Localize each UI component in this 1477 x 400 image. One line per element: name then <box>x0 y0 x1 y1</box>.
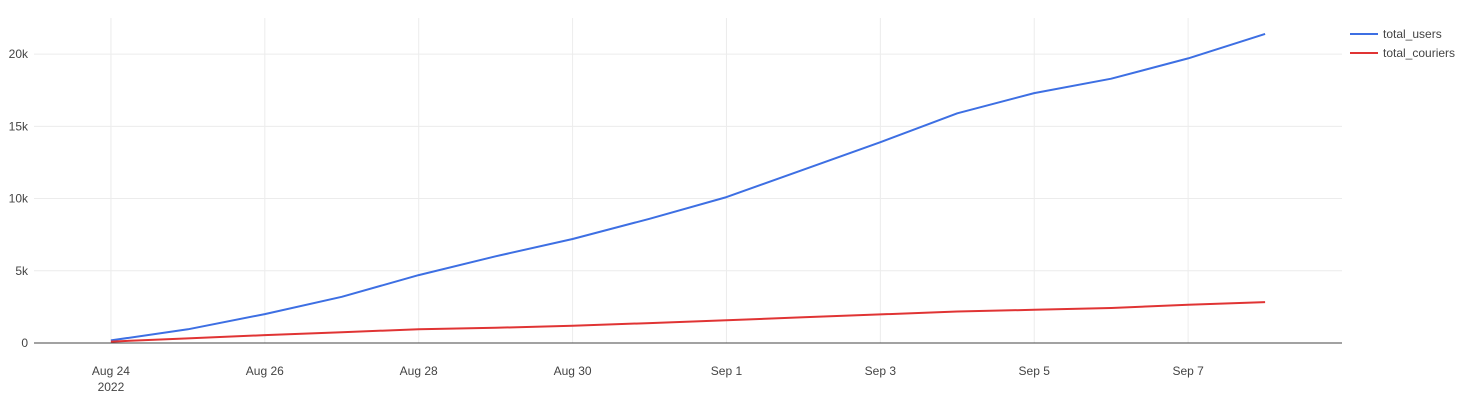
data-point-total_couriers[interactable] <box>955 309 960 314</box>
data-point-total_users[interactable] <box>1186 56 1191 61</box>
series <box>108 31 1268 344</box>
x-tick-label: Aug 24 <box>92 364 130 378</box>
y-tick-label: 10k <box>9 192 29 206</box>
data-point-total_couriers[interactable] <box>1109 306 1114 311</box>
data-point-total_couriers[interactable] <box>339 330 344 335</box>
axes: Aug 24 2022 Aug 26 Aug 28 Aug 30 Sep 1 Sep 3 Se… <box>9 47 1342 394</box>
data-point-total_couriers[interactable] <box>493 325 498 330</box>
legend-item-total_couriers[interactable]: total_couriers <box>1350 46 1455 60</box>
data-point-total_users[interactable] <box>955 111 960 116</box>
data-point-total_couriers[interactable] <box>724 318 729 323</box>
data-point-total_couriers[interactable] <box>108 339 113 344</box>
data-point-total_users[interactable] <box>878 140 883 145</box>
data-point-total_users[interactable] <box>185 327 190 332</box>
x-tick-label: Aug 26 <box>246 364 284 378</box>
series-line-total_users[interactable] <box>110 32 1266 342</box>
legend-item-total_users[interactable]: total_users <box>1350 27 1442 41</box>
y-tick-label: 15k <box>9 119 29 133</box>
y-tick-label: 0 <box>21 336 28 350</box>
x-tick-label: Sep 1 <box>711 364 743 378</box>
data-point-total_users[interactable] <box>801 167 806 172</box>
data-point-total_users[interactable] <box>724 195 729 200</box>
x-tick-label: Sep 5 <box>1019 364 1051 378</box>
data-point-total_users[interactable] <box>1109 76 1114 81</box>
data-point-total_users[interactable] <box>1263 31 1268 36</box>
legend-label: total_couriers <box>1383 46 1455 60</box>
data-point-total_couriers[interactable] <box>878 312 883 317</box>
x-tick-label: Sep 3 <box>865 364 897 378</box>
x-tick-sublabel: 2022 <box>98 380 125 394</box>
data-point-total_couriers[interactable] <box>262 333 267 338</box>
data-point-total_couriers[interactable] <box>185 336 190 341</box>
y-tick-label: 20k <box>9 47 29 61</box>
data-point-total_users[interactable] <box>416 273 421 278</box>
x-tick-label: Aug 30 <box>554 364 592 378</box>
data-point-total_couriers[interactable] <box>1032 307 1037 312</box>
data-point-total_users[interactable] <box>493 254 498 259</box>
data-point-total_couriers[interactable] <box>570 323 575 328</box>
legend-label: total_users <box>1383 27 1442 41</box>
legend[interactable]: total_users total_couriers <box>1350 27 1455 60</box>
series-line-total_couriers[interactable] <box>110 301 1266 343</box>
data-point-total_users[interactable] <box>570 237 575 242</box>
data-point-total_couriers[interactable] <box>801 315 806 320</box>
data-point-total_couriers[interactable] <box>416 327 421 332</box>
data-point-total_couriers[interactable] <box>1263 300 1268 305</box>
data-point-total_users[interactable] <box>262 312 267 317</box>
y-tick-label: 5k <box>15 264 29 278</box>
x-tick-label: Aug 28 <box>400 364 438 378</box>
data-point-total_users[interactable] <box>1032 91 1037 96</box>
data-point-total_couriers[interactable] <box>1186 302 1191 307</box>
x-tick-label: Sep 7 <box>1172 364 1204 378</box>
data-point-total_users[interactable] <box>647 216 652 221</box>
data-point-total_couriers[interactable] <box>647 321 652 326</box>
grid <box>34 18 1342 343</box>
data-point-total_users[interactable] <box>339 294 344 299</box>
